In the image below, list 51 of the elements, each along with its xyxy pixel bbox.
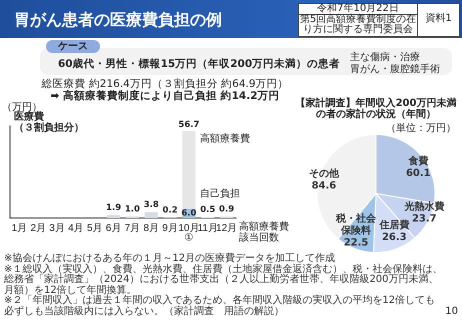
x-tick-label: 3月 xyxy=(49,222,65,234)
data-label: 1.9 xyxy=(106,203,122,214)
text: ※２「年間収入」は過去１年間の収入であるため、各年間収入階級の実収入の平均を12倍しても必ずしも当該階級内には入らない。（家計調査 用語の解説） xyxy=(4,295,436,317)
slice-label: 税・社会保険料 xyxy=(335,212,378,237)
data-label: 3.8 xyxy=(144,200,159,210)
text: 第5回高額療養費制度の在り方に関する専門委員会 xyxy=(299,14,418,36)
slice-label: 住居費 xyxy=(378,218,410,231)
x-tick-label: 10月 xyxy=(178,222,200,234)
text: 総医療費 約216.4万円（３割負担分 約64.9万円） xyxy=(40,77,290,90)
y-axis-title: 医療費（３割負担分） xyxy=(14,110,84,134)
x-axis-title: 高額療養費該当回数 xyxy=(239,220,289,244)
text: 資料1 xyxy=(424,13,453,24)
data-label: 0.5 xyxy=(200,205,216,216)
data-label: 26.3 xyxy=(382,232,407,243)
slice-label: 食費 xyxy=(407,155,428,168)
annotation: 高額療養費 xyxy=(200,132,250,145)
slice-label: その他 xyxy=(308,167,340,180)
x-tick-label: 6月 xyxy=(106,222,122,234)
chart-title: 胃がん患者の医療費負担の例 xyxy=(14,10,222,31)
x-tick-label: 4月 xyxy=(68,222,84,234)
data-label: 23.7 xyxy=(412,214,437,225)
x-tick-label: 1月 xyxy=(12,222,28,234)
data-label: 6.0 xyxy=(181,208,197,219)
x-tick-label: 9月 xyxy=(162,222,178,234)
data-label: 60.1 xyxy=(406,168,431,180)
text: ケース xyxy=(46,40,100,53)
total-label: 56.7 xyxy=(178,120,200,130)
text: ➡ 高額療養費制度により自己負担 約14.2万円 xyxy=(49,89,280,103)
data-label: 0.2 xyxy=(162,206,178,216)
text: （単位：万円） xyxy=(386,122,456,135)
data-label: 84.6 xyxy=(312,180,336,192)
x-tick-label: 8月 xyxy=(143,222,160,234)
x-tick-label: 11月 xyxy=(198,222,218,234)
text: 10 xyxy=(445,306,458,317)
text: 主な傷病・治療 xyxy=(350,50,420,64)
data-label: 1.0 xyxy=(124,204,140,214)
x-tick-label: 7月 xyxy=(124,222,140,234)
data-label: 22.5 xyxy=(344,238,368,249)
text: 60歳代・男性・標報15万円（年収200万円未満）の患者 xyxy=(58,57,340,71)
chart-title: 【家計調査】年間収入200万円未満の者の家計の状況（年間） xyxy=(294,98,458,120)
text: ※１総収入（実収入）、食費、光熱水費、住居費（土地家屋借金返済含む）、税・社会保険料は、総務省「家計調査」（2024）における世帯支出（２人以上勤労者世帯、年収階級200万円未満、月額）を12倍して年間換算。 xyxy=(4,264,444,296)
data-label: 0.9 xyxy=(219,204,234,215)
text: ① xyxy=(184,232,194,244)
slice-label: 光熱水費 xyxy=(403,200,444,213)
text: 令和7年10月22日 xyxy=(299,3,418,15)
x-tick-label: 2月 xyxy=(30,222,46,234)
x-tick-label: 5月 xyxy=(86,222,103,234)
x-tick-label: 12月 xyxy=(216,222,238,234)
annotation: 自己負担 xyxy=(200,188,240,200)
text: ※協会けんぽにおけるある年の１月～12月の医療費データを加工して作成 xyxy=(4,253,336,264)
text: 胃がん・腹腔鏡手術 xyxy=(350,62,440,76)
